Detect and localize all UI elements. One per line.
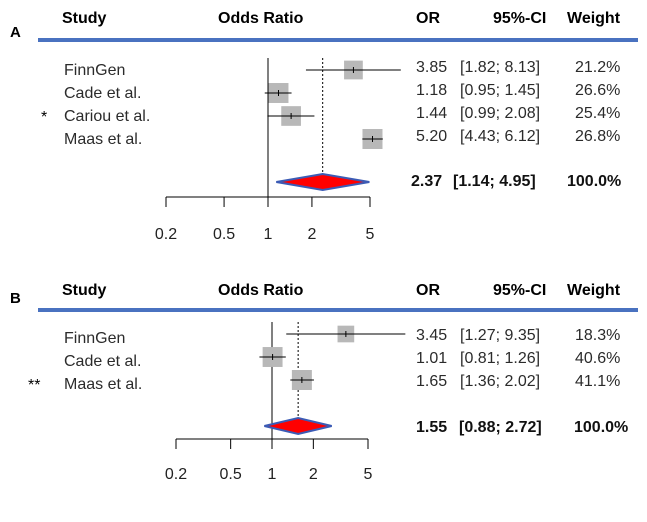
header-rule [38, 38, 638, 42]
x-tick-label: 5 [364, 466, 373, 483]
x-tick-label: 0.2 [165, 466, 187, 483]
x-tick-label: 0.5 [220, 466, 242, 483]
study-name: FinnGen [64, 62, 126, 79]
study-ci: [1.36; 2.02] [460, 373, 541, 390]
study-or: 3.45 [416, 327, 448, 344]
study-ci: [0.99; 2.08] [460, 105, 541, 122]
study-or: 3.85 [416, 59, 448, 76]
study-ci: [1.27; 9.35] [460, 327, 541, 344]
study-name: Cade et al. [64, 353, 142, 370]
pooled-ci: [0.88; 2.72] [459, 419, 542, 436]
study-or: 1.01 [416, 350, 448, 367]
study-name: Maas et al. [64, 376, 143, 393]
study-weight: 21.2% [575, 59, 621, 76]
header-rule [38, 308, 638, 312]
study-weight: 26.6% [575, 82, 621, 99]
pooled-diamond [276, 172, 370, 192]
header-odds-ratio: Odds Ratio [218, 282, 304, 299]
panel-label: A [10, 24, 21, 41]
pooled-weight: 100.0% [567, 173, 622, 190]
study-weight: 41.1% [575, 373, 621, 390]
forest-panel-a: A Study Odds Ratio OR 95%-CI Weight Finn… [0, 0, 647, 243]
significance-marker: * [41, 109, 48, 126]
significance-marker: ** [28, 377, 41, 394]
study-ci: [0.95; 1.45] [460, 82, 541, 99]
study-weight: 25.4% [575, 105, 621, 122]
study-or: 1.65 [416, 373, 448, 390]
study-ci: [0.81; 1.26] [460, 350, 541, 367]
pooled-or: 2.37 [411, 173, 443, 190]
x-tick-label: 0.2 [155, 226, 177, 243]
study-name: Maas et al. [64, 131, 143, 148]
study-ci: [1.82; 8.13] [460, 59, 541, 76]
x-tick-label: 1 [264, 226, 273, 243]
header-weight: Weight [567, 282, 621, 299]
header-odds-ratio: Odds Ratio [218, 10, 304, 27]
study-ci: [4.43; 6.12] [460, 128, 541, 145]
pooled-diamond [264, 416, 332, 436]
study-or: 1.18 [416, 82, 448, 99]
x-tick-label: 0.5 [213, 226, 235, 243]
forest-plot-b: 0.2 0.5 1 2 5 [165, 322, 406, 483]
header-or: OR [416, 282, 440, 299]
x-tick-label: 5 [366, 226, 375, 243]
x-tick-label: 2 [309, 466, 318, 483]
pooled-ci: [1.14; 4.95] [453, 173, 536, 190]
header-study: Study [62, 282, 107, 299]
header-weight: Weight [567, 10, 621, 27]
pooled-weight: 100.0% [574, 419, 629, 436]
header-ci: 95%-CI [493, 282, 547, 299]
study-or: 5.20 [416, 128, 448, 145]
header-or: OR [416, 10, 440, 27]
study-weight: 26.8% [575, 128, 621, 145]
study-weight: 18.3% [575, 327, 621, 344]
panel-label: B [10, 290, 21, 307]
pooled-or: 1.55 [416, 419, 448, 436]
header-study: Study [62, 10, 107, 27]
x-tick-label: 2 [307, 226, 316, 243]
study-weight: 40.6% [575, 350, 621, 367]
study-name: Cade et al. [64, 85, 142, 102]
header-ci: 95%-CI [493, 10, 547, 27]
x-tick-label: 1 [268, 466, 277, 483]
study-name: Cariou et al. [64, 108, 151, 125]
forest-panel-b: B Study Odds Ratio OR 95%-CI Weight Finn… [0, 282, 647, 522]
study-name: FinnGen [64, 330, 126, 347]
study-or: 1.44 [416, 105, 448, 122]
forest-plot-a: 0.2 0.5 1 2 5 [155, 58, 401, 243]
